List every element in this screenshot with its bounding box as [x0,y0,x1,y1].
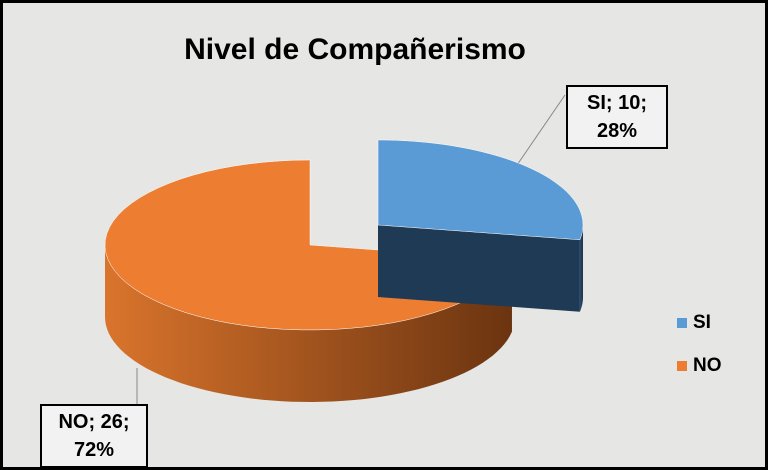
leader-line [514,94,566,169]
legend-label: SI [693,312,711,333]
slice-face [378,225,580,312]
slice [377,139,584,241]
legend-marker [677,318,687,328]
chart: Nivel de Compañerismo SI NO [104,33,722,405]
legend-label: NO [693,355,722,376]
slice-side [105,245,512,402]
chart-title: Nivel de Compañerismo [184,33,526,66]
data-label: NO; 26; 72% [40,404,148,467]
slice-side [579,225,583,312]
legend-marker [677,361,687,371]
data-label: SI; 10; 28% [566,85,668,149]
